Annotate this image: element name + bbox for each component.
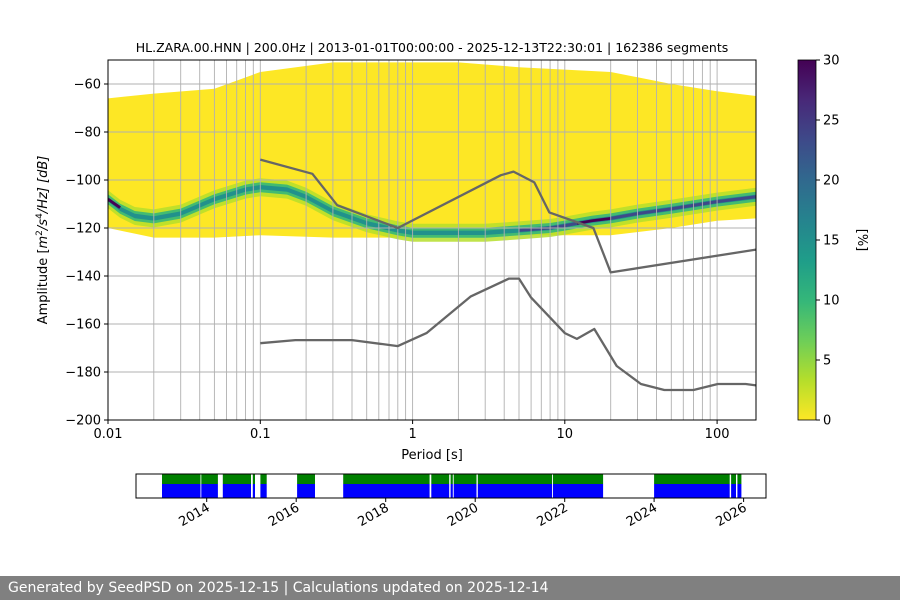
noise-model-high — [259, 158, 756, 274]
processed-bar — [453, 484, 477, 498]
availability-bar — [731, 474, 736, 484]
timeline-bars — [162, 474, 742, 498]
x-axis-ticks: 0.01 0.1 1 10 100 — [94, 420, 730, 442]
availability-bar — [654, 474, 730, 484]
processed-bar — [260, 484, 267, 498]
availability-bar — [431, 474, 450, 484]
mode-band-core — [108, 185, 756, 235]
processed-bar — [201, 484, 218, 498]
processed-bar — [297, 484, 315, 498]
amplitude-gridlines — [108, 83, 756, 420]
colorbar-ticks: 0 5 10 15 20 25 30 — [816, 54, 840, 429]
colorbar-tick-label: 0 — [823, 414, 831, 429]
availability-bar — [343, 474, 430, 484]
y-tick-label: −200 — [65, 414, 101, 429]
colorbar-tick-label: 20 — [823, 174, 840, 189]
mode-band-middle — [108, 182, 756, 238]
colorbar-tick-label: 25 — [823, 114, 840, 129]
timeline-tick-label: 2016 — [266, 500, 302, 530]
y-tick-label: −60 — [74, 78, 101, 93]
availability-bar — [297, 474, 315, 484]
colorbar-tick-label: 15 — [823, 234, 840, 249]
colorbar: 0 5 10 15 20 25 30 [%] — [797, 54, 869, 429]
plot-frame — [107, 59, 757, 421]
processed-bar — [731, 484, 736, 498]
colorbar-gradient — [797, 59, 817, 421]
processed-bar — [553, 484, 604, 498]
processed-bar — [431, 484, 450, 498]
x-tick-label: 1 — [408, 427, 416, 442]
timeline-tick-label: 2024 — [624, 500, 660, 530]
availability-bar — [453, 474, 477, 484]
processed-bar — [654, 484, 730, 498]
processed-bar — [162, 484, 201, 498]
psd-plot: 0.01 0.1 1 10 100 −60 −80 −100 −120 −140 −160 −180… — [35, 59, 757, 463]
data-availability-timeline: 2014 2016 2018 2020 2022 2024 2026 — [135, 473, 767, 530]
y-tick-label: −180 — [65, 366, 101, 381]
timeline-tick-label: 2020 — [445, 500, 481, 530]
timeline-tick-label: 2018 — [356, 500, 392, 530]
colorbar-tick-label: 10 — [823, 294, 840, 309]
noise-model-low — [260, 277, 756, 392]
availability-bar — [162, 474, 201, 484]
processed-bar — [222, 484, 251, 498]
colorbar-tick-label: 30 — [823, 54, 840, 69]
processed-bar — [343, 484, 430, 498]
mode-band-outer — [108, 178, 756, 242]
y-axis-label: Amplitude [m2/s4/Hz] [dB] — [35, 156, 51, 325]
y-tick-label: −100 — [65, 174, 101, 189]
availability-bar — [477, 474, 553, 484]
noise-model-lines — [259, 158, 756, 392]
availability-bar — [260, 474, 267, 484]
availability-bar — [222, 474, 251, 484]
x-tick-label: 100 — [705, 427, 730, 442]
processed-bar — [737, 484, 742, 498]
availability-bar — [737, 474, 742, 484]
timeline-tick-label: 2026 — [713, 500, 749, 530]
timeline-tick-label: 2014 — [177, 500, 213, 530]
processed-bar — [477, 484, 553, 498]
processed-bar — [450, 484, 453, 498]
availability-bar — [252, 474, 255, 484]
period-gridlines — [153, 60, 718, 420]
y-axis-ticks: −60 −80 −100 −120 −140 −160 −180 −200 — [65, 78, 108, 429]
x-axis-label: Period [s] — [401, 448, 463, 463]
mode-band-max — [576, 217, 611, 225]
availability-bar — [450, 474, 453, 484]
mode-band-edge — [108, 197, 121, 209]
y-tick-label: −80 — [74, 126, 101, 141]
timeline-ticks: 2014 2016 2018 2020 2022 2024 2026 — [177, 498, 750, 530]
availability-bar — [201, 474, 218, 484]
figure: HL.ZARA.00.HNN | 200.0Hz | 2013-01-01T00… — [35, 40, 869, 530]
availability-bar — [553, 474, 604, 484]
timeline-tick-label: 2022 — [535, 500, 571, 530]
chart-title: HL.ZARA.00.HNN | 200.0Hz | 2013-01-01T00… — [136, 40, 728, 55]
footer-text: Generated by SeedPSD on 2025-12-15 | Cal… — [0, 576, 900, 600]
colorbar-label: [%] — [854, 229, 869, 252]
x-tick-label: 10 — [557, 427, 574, 442]
processed-bar — [252, 484, 255, 498]
y-tick-label: −140 — [65, 270, 101, 285]
y-tick-label: −120 — [65, 222, 101, 237]
x-tick-label: 0.01 — [94, 427, 123, 442]
colorbar-tick-label: 5 — [823, 354, 831, 369]
y-tick-label: −160 — [65, 318, 101, 333]
x-tick-label: 0.1 — [250, 427, 271, 442]
timeline-border — [135, 473, 767, 499]
